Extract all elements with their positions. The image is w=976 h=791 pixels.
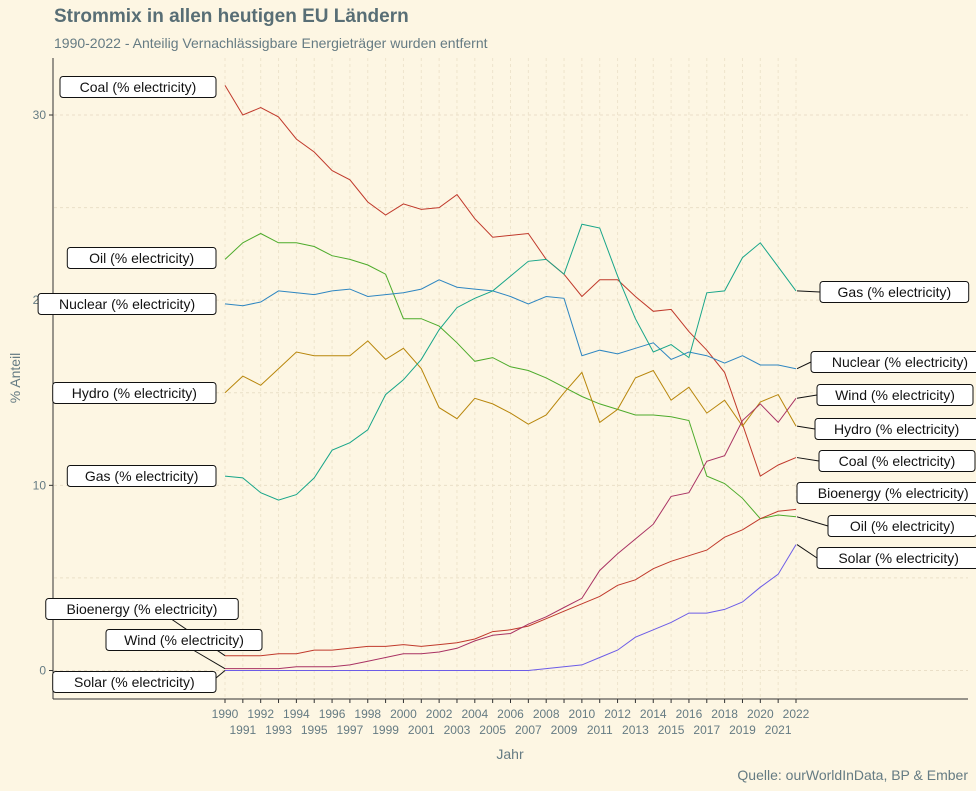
x-tick-label: 2018 <box>711 707 738 721</box>
x-tick-label: 2019 <box>729 723 756 737</box>
x-tick-label: 1997 <box>337 723 364 737</box>
series-line-bioenergy <box>225 508 797 657</box>
label-box-left-wind <box>105 629 263 651</box>
label-connector-right-nuclear <box>796 361 812 370</box>
x-tick-label: 2010 <box>569 707 596 721</box>
label-right-gas: Gas (% electricity) <box>838 284 952 300</box>
series-line-nuclear <box>224 279 797 370</box>
label-connector-right-oil <box>796 516 829 527</box>
x-tick-label: 2001 <box>408 723 435 737</box>
label-box-left-hydro <box>52 382 217 404</box>
gridlines <box>54 58 968 698</box>
x-tick-label: 2006 <box>497 707 524 721</box>
x-tick-label: 2007 <box>515 723 542 737</box>
label-right-coal: Coal (% electricity) <box>839 453 956 469</box>
label-connector-right-solar <box>796 544 818 559</box>
x-tick-label: 1996 <box>319 707 346 721</box>
label-left-hydro: Hydro (% electricity) <box>72 385 197 401</box>
x-tick-label: 1999 <box>372 723 399 737</box>
y-axis-title: % Anteil <box>7 353 23 404</box>
y-tick-label: 0 <box>39 664 46 678</box>
label-connector-right-gas <box>796 290 821 293</box>
series-line-gas <box>224 223 797 501</box>
label-right-wind: Wind (% electricity) <box>835 387 955 403</box>
series-line-coal <box>224 85 797 477</box>
x-tick-label: 2002 <box>426 707 453 721</box>
x-tick-label: 2021 <box>765 723 792 737</box>
x-tick-label: 2009 <box>551 723 578 737</box>
series-lines <box>224 85 797 671</box>
label-connector-right-coal <box>796 457 820 462</box>
label-right-oil: Oil (% electricity) <box>850 518 955 534</box>
x-tick-label: 2011 <box>587 723 613 737</box>
x-tick-label: 2015 <box>658 723 685 737</box>
y-tick-label: 30 <box>33 108 47 122</box>
chart-subtitle: 1990-2022 - Anteilig Vernachlässigbare E… <box>54 35 488 51</box>
series-labels: Coal (% electricity) Oil (% electricity) N… <box>37 76 976 693</box>
label-left-bioenergy: Bioenergy (% electricity) <box>67 601 218 617</box>
series-line-oil <box>224 232 797 520</box>
x-tick-label: 1991 <box>229 723 256 737</box>
source-caption: Quelle: ourWorldInData, BP & Ember <box>737 767 968 783</box>
chart-title: Strommix in allen heutigen EU Ländern <box>54 6 409 27</box>
x-tick-label: 2020 <box>747 707 774 721</box>
label-left-oil: Oil (% electricity) <box>89 250 194 266</box>
x-tick-label: 2004 <box>461 707 488 721</box>
x-tick-label: 2014 <box>640 707 667 721</box>
x-tick-label: 1990 <box>212 707 239 721</box>
x-tick-label: 2017 <box>693 723 720 737</box>
label-box-right-bioenergy <box>796 482 976 504</box>
label-right-solar: Solar (% electricity) <box>838 550 959 566</box>
y-tick-label: 10 <box>33 478 47 492</box>
x-ticks: 1990 1991 1992 1993 1994 1995 1996 1997 1998 1999… <box>212 699 810 737</box>
x-axis-title: Jahr <box>496 746 524 762</box>
label-box-left-bioenergy <box>45 598 239 620</box>
x-tick-label: 2022 <box>783 707 810 721</box>
x-tick-label: 1994 <box>283 707 310 721</box>
label-box-left-oil <box>66 247 217 269</box>
x-tick-label: 2012 <box>604 707 631 721</box>
label-left-wind: Wind (% electricity) <box>124 632 244 648</box>
x-tick-label: 2013 <box>622 723 649 737</box>
x-tick-label: 1995 <box>301 723 328 737</box>
series-line-hydro <box>224 340 797 427</box>
x-tick-label: 2005 <box>479 723 506 737</box>
label-box-left-nuclear <box>37 293 217 315</box>
label-left-coal: Coal (% electricity) <box>80 79 197 95</box>
y-ticks: 0102030 <box>33 108 53 678</box>
label-right-hydro: Hydro (% electricity) <box>834 421 959 437</box>
label-connector-right-wind <box>796 394 818 399</box>
x-tick-label: 2008 <box>533 707 560 721</box>
label-box-left-coal <box>59 76 217 98</box>
label-box-left-solar <box>52 671 217 693</box>
x-tick-label: 2016 <box>676 707 703 721</box>
series-line-solar <box>225 544 797 671</box>
label-left-solar: Solar (% electricity) <box>74 674 195 690</box>
x-tick-label: 1998 <box>354 707 381 721</box>
label-connector-left-solar <box>215 670 226 679</box>
x-tick-label: 2003 <box>444 723 471 737</box>
series-line-wind <box>225 398 797 670</box>
x-tick-label: 2000 <box>390 707 417 721</box>
label-left-nuclear: Nuclear (% electricity) <box>59 296 195 312</box>
label-connector-left-wind <box>193 650 226 670</box>
x-tick-label: 1992 <box>247 707 274 721</box>
x-tick-label: 1993 <box>265 723 292 737</box>
label-right-bioenergy: Bioenergy (% electricity) <box>818 485 969 501</box>
label-box-left-gas <box>66 465 217 487</box>
label-left-gas: Gas (% electricity) <box>85 468 199 484</box>
label-right-nuclear: Nuclear (% electricity) <box>832 354 968 370</box>
label-connector-right-hydro <box>796 425 816 430</box>
